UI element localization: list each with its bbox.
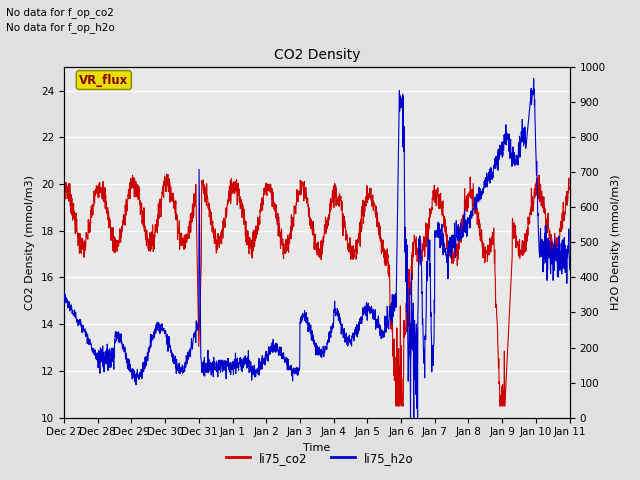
Text: No data for f_op_co2: No data for f_op_co2	[6, 7, 115, 18]
X-axis label: Time: Time	[303, 443, 330, 453]
Y-axis label: H2O Density (mmol/m3): H2O Density (mmol/m3)	[611, 175, 621, 310]
Title: CO2 Density: CO2 Density	[273, 48, 360, 62]
Text: VR_flux: VR_flux	[79, 73, 129, 86]
Legend: li75_co2, li75_h2o: li75_co2, li75_h2o	[221, 447, 419, 469]
Y-axis label: CO2 Density (mmol/m3): CO2 Density (mmol/m3)	[26, 175, 35, 310]
Text: No data for f_op_h2o: No data for f_op_h2o	[6, 22, 115, 33]
